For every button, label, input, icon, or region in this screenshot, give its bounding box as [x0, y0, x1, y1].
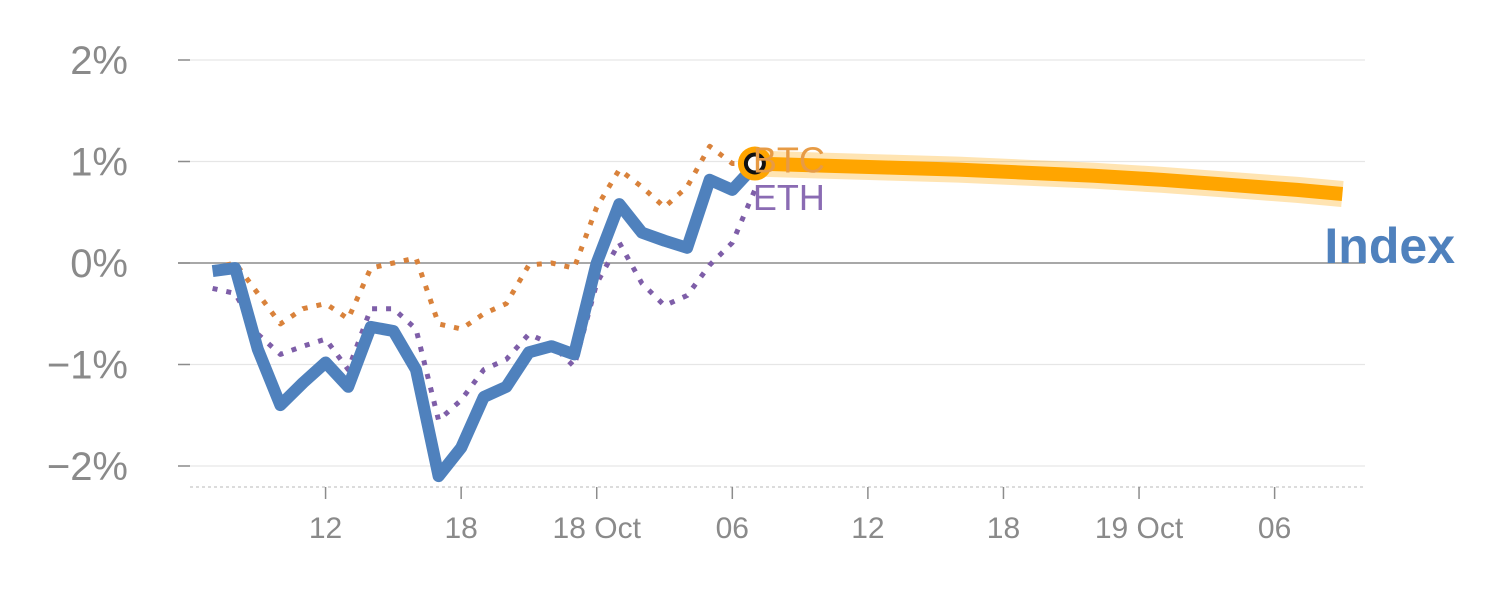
x-tick-label: 12	[851, 512, 884, 545]
y-tick-label: 1%	[70, 141, 128, 185]
y-tick-label: 2%	[70, 39, 128, 83]
x-axis: 12 18 18 Oct 06 12 18 19 Oct 06	[190, 486, 1365, 545]
index-end-label: Index	[1324, 218, 1455, 274]
y-tick-label: −2%	[47, 445, 128, 489]
x-tick-label: 06	[1258, 512, 1291, 545]
gridlines	[178, 59, 1365, 467]
index-series-line	[211, 161, 760, 483]
y-axis: 2% 1% 0% −1% −2%	[47, 39, 190, 489]
eth-series-label: ETH	[753, 177, 825, 218]
series-labels: BTC ETH Index	[753, 140, 1455, 274]
x-tick-label: 18	[987, 512, 1020, 545]
x-tick-label: 18 Oct	[553, 512, 642, 545]
projection-line	[754, 156, 1344, 201]
x-tick-label: 06	[716, 512, 749, 545]
y-tick-label: 0%	[70, 242, 128, 286]
current-point-marker-inner	[743, 152, 766, 175]
x-tick-label: 12	[309, 512, 342, 545]
btc-series-label: BTC	[753, 140, 825, 181]
series-lines	[211, 143, 1344, 483]
eth-series-line	[212, 188, 758, 423]
btc-series-line	[212, 143, 755, 332]
x-tick-label: 19 Oct	[1095, 512, 1184, 545]
y-tick-label: −1%	[47, 344, 128, 388]
x-tick-label: 18	[444, 512, 477, 545]
